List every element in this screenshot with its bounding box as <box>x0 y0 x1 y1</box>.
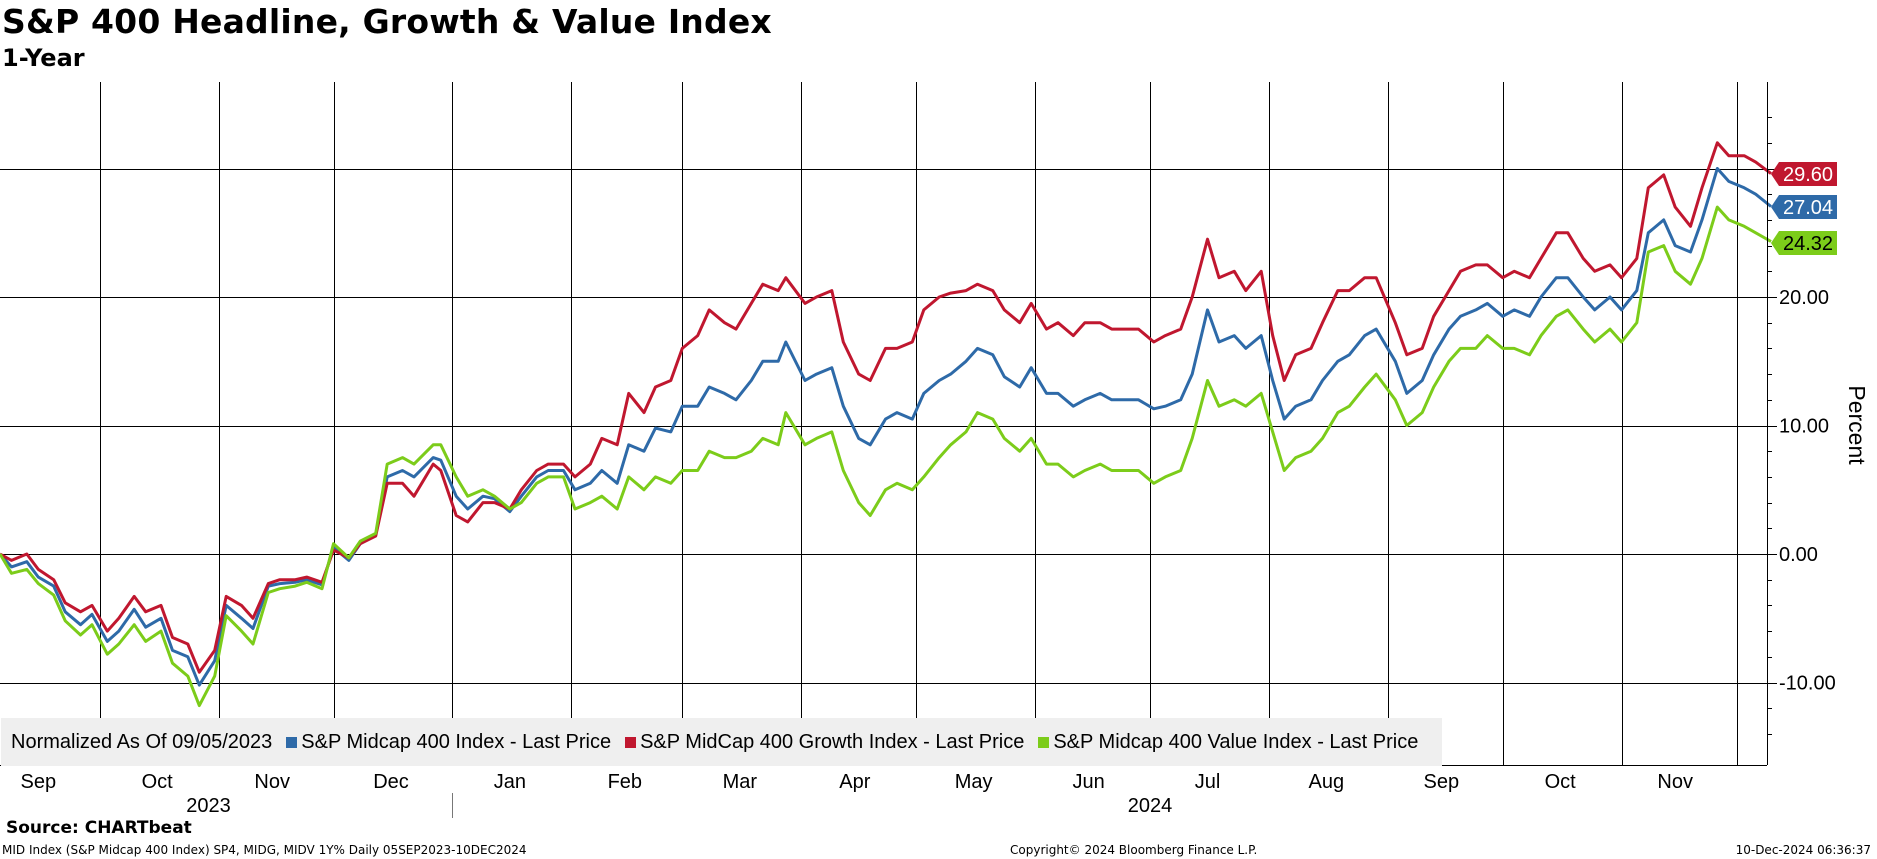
month-label-6: Mar <box>723 771 758 793</box>
chart-title: S&P 400 Headline, Growth & Value Index <box>2 2 772 41</box>
legend: Normalized As Of 09/05/2023 S&P Midcap 4… <box>1 718 1443 766</box>
legend-prefix: Normalized As Of 09/05/2023 <box>11 730 273 753</box>
footer-description: MID Index (S&P Midcap 400 Index) SP4, MI… <box>2 843 527 857</box>
month-label-14: Nov <box>1657 771 1693 793</box>
last-value-tag-bg-0 <box>1771 195 1837 219</box>
legend-label-value: S&P Midcap 400 Value Index - Last Price <box>1053 730 1419 753</box>
legend-swatch-growth <box>625 736 637 748</box>
y-tick-label-1: 0.00 <box>1779 544 1818 566</box>
last-value-tags: 29.60 27.04 24.32 <box>1771 162 1837 255</box>
month-label-12: Sep <box>1424 771 1460 793</box>
legend-swatch-value <box>1038 736 1050 748</box>
legend-label-headline: S&P Midcap 400 Index - Last Price <box>301 730 612 753</box>
month-label-1: Oct <box>142 771 174 793</box>
month-label-5: Feb <box>608 771 642 793</box>
series-line-1 <box>0 141 1772 674</box>
month-label-4: Jan <box>494 771 526 793</box>
y-axis-title: Percent <box>1844 385 1870 465</box>
month-label-10: Jul <box>1195 771 1221 793</box>
legend-item-headline: S&P Midcap 400 Index - Last Price <box>286 731 611 754</box>
series-line-2 <box>0 205 1772 708</box>
series-lines <box>0 141 1772 708</box>
month-label-7: Apr <box>839 771 870 793</box>
last-value-tag-1: 29.60 <box>1783 164 1833 186</box>
month-label-9: Jun <box>1073 771 1105 793</box>
axis-labels: -10.00 0.00 10.00 20.00 Percent Sep Oct Nov Dec J… <box>21 287 1870 817</box>
year-label-0: 2023 <box>186 795 231 817</box>
legend-swatch-headline <box>286 736 298 748</box>
y-tick-label-0: -10.00 <box>1779 673 1836 695</box>
month-label-3: Dec <box>373 771 409 793</box>
horizontal-gridlines <box>0 169 1767 684</box>
footer-timestamp: 10-Dec-2024 06:36:37 <box>1735 843 1871 857</box>
vertical-gridlines <box>100 82 1738 765</box>
last-value-tag-bg-1 <box>1771 162 1837 186</box>
y-tick-label-2: 10.00 <box>1779 416 1829 438</box>
month-label-2: Nov <box>254 771 290 793</box>
legend-label-growth: S&P MidCap 400 Growth Index - Last Price <box>640 730 1025 753</box>
month-label-0: Sep <box>21 771 57 793</box>
last-value-tag-bg-2 <box>1771 231 1837 255</box>
chart-subtitle: 1-Year <box>2 44 85 72</box>
month-label-11: Aug <box>1309 771 1345 793</box>
footer-copyright: Copyright© 2024 Bloomberg Finance L.P. <box>1010 843 1258 857</box>
legend-item-growth: S&P MidCap 400 Growth Index - Last Price <box>625 731 1024 754</box>
last-value-tag-2: 24.32 <box>1783 233 1833 255</box>
series-line-0 <box>0 167 1772 687</box>
axes <box>0 82 1777 818</box>
month-label-13: Oct <box>1545 771 1577 793</box>
last-value-tag-0: 27.04 <box>1783 197 1833 219</box>
y-tick-label-3: 20.00 <box>1779 287 1829 309</box>
year-label-1: 2024 <box>1128 795 1173 817</box>
month-label-8: May <box>955 771 993 793</box>
source-note: Source: CHARTbeat <box>6 818 192 838</box>
legend-item-value: S&P Midcap 400 Value Index - Last Price <box>1038 731 1418 754</box>
